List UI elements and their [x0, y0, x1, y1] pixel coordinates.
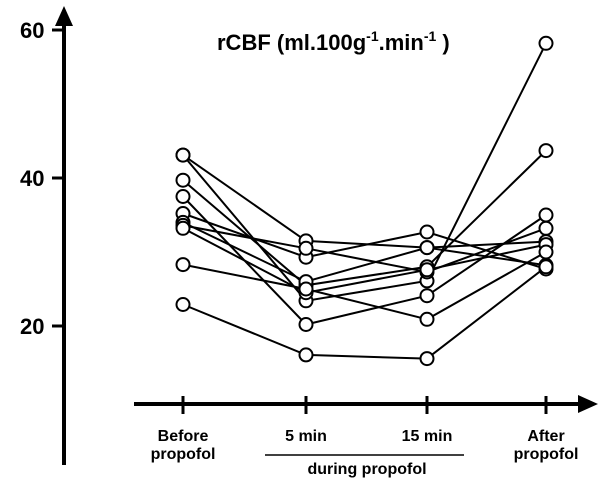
data-point [538, 143, 554, 159]
data-point [175, 147, 191, 163]
title-middle: .min [379, 30, 424, 55]
title-text: rCBF (ml.100g [217, 30, 366, 55]
group-label: during propofol [307, 461, 426, 478]
data-point [419, 224, 435, 240]
series-lines [182, 42, 547, 360]
x-tick-label: Before [158, 428, 209, 445]
data-point [175, 172, 191, 188]
series-line-3 [182, 149, 547, 287]
y-tick-label: 60 [20, 18, 44, 43]
data-point [175, 257, 191, 273]
data-point [419, 240, 435, 256]
y-tick-label: 20 [20, 314, 44, 339]
data-point [298, 317, 314, 332]
data-point [175, 297, 191, 312]
x-tick-label: propofol [151, 446, 216, 463]
x-tick-label: 15 min [402, 428, 453, 445]
series-line-9 [182, 251, 547, 321]
series-points [175, 35, 554, 367]
chart-title: rCBF (ml.100g-1.min-1 ) [217, 28, 450, 55]
data-point [175, 189, 191, 204]
y-axis-arrow [55, 6, 73, 26]
title-superscript-1: -1 [366, 28, 379, 44]
data-point [298, 281, 314, 297]
x-tick-label: 5 min [285, 428, 327, 445]
data-point [419, 288, 435, 304]
data-point [298, 347, 314, 363]
y-ticks: 20 40 60 [20, 18, 64, 339]
series-line-8 [182, 227, 547, 294]
series-line-6 [182, 221, 547, 283]
x-tick-label: propofol [514, 446, 579, 463]
data-point [419, 262, 435, 278]
title-end: ) [436, 30, 449, 55]
series-line-10 [182, 266, 547, 360]
data-point [419, 311, 435, 327]
data-point [298, 240, 314, 256]
data-point [538, 220, 554, 236]
data-point [538, 259, 554, 275]
title-superscript-2: -1 [424, 28, 437, 44]
data-point [419, 351, 435, 367]
y-tick-label: 40 [20, 166, 44, 191]
data-point [175, 220, 191, 236]
data-point [538, 207, 554, 223]
x-axis-arrow [578, 395, 598, 413]
data-point [538, 35, 554, 51]
series-line-1 [182, 42, 547, 302]
data-point [538, 244, 554, 260]
x-tick-label: After [527, 428, 564, 445]
series-line-7 [182, 224, 547, 274]
